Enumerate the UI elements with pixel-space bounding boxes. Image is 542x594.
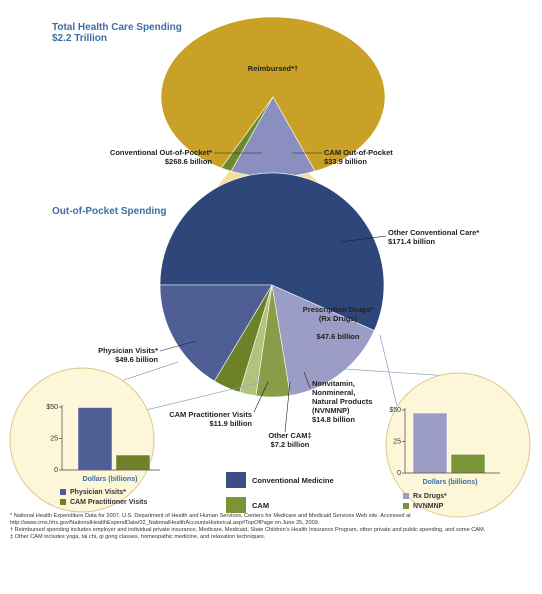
legend-label: CAM xyxy=(252,501,270,510)
slice-label: Reimbursed*† xyxy=(247,64,299,73)
leaders xyxy=(159,152,387,433)
legend-label: Physician Visits* xyxy=(70,489,126,496)
bar-charts: 0 25 $50 Dollars (billions) Physician Visits… xyxy=(46,404,500,510)
legend-swatch xyxy=(403,503,409,509)
legend-swatch xyxy=(226,472,246,488)
slice-label: Nonvitamin, Nonmineral, Natural Products… xyxy=(312,379,373,415)
legend-label: NVNMNP xyxy=(413,503,444,510)
legend-swatch xyxy=(60,489,66,495)
bar xyxy=(115,454,151,471)
chart-title: Total Health Care Spending xyxy=(52,22,182,33)
x-axis-label: Dollars (billions) xyxy=(83,476,138,483)
slice-label: CAM Practitioner Visits xyxy=(169,410,252,419)
chart-subtitle: $2.2 Trillion xyxy=(52,33,108,44)
chart-title: Out-of-Pocket Spending xyxy=(52,206,167,217)
footnotes: * National Health Expenditure Data for 2… xyxy=(10,513,530,541)
value-label: $7.2 billion xyxy=(270,440,310,449)
value-label: $33.9 billion xyxy=(324,157,367,166)
bubble-right xyxy=(385,372,531,518)
footnote: ‡ Other CAM includes yoga, tai chi, qi g… xyxy=(10,534,266,540)
pie-total xyxy=(160,16,386,178)
bar xyxy=(412,412,448,474)
footnote: † Reimbursed spending includes employer … xyxy=(10,527,486,533)
y-tick-label: 0 xyxy=(54,467,58,474)
slice-label: Other Conventional Care* xyxy=(388,228,480,237)
value-label: $14.8 billion xyxy=(312,415,355,424)
pie-slice xyxy=(159,284,273,382)
value-label: $49.6 billion xyxy=(115,355,158,364)
bar xyxy=(450,454,486,474)
value-label: $268.6 billion xyxy=(164,157,212,166)
y-tick-label: 25 xyxy=(393,438,401,445)
slice-label: Physician Visits* xyxy=(98,346,158,355)
x-axis-label: Dollars (billions) xyxy=(423,479,478,486)
bar xyxy=(77,407,113,471)
slice-label: Prescription Drugs* (Rx Drugs) xyxy=(302,305,374,323)
slice-label: CAM Out-of-Pocket xyxy=(324,148,393,157)
legend-label: CAM Practitioner Visits xyxy=(70,499,147,506)
value-label: $11.9 billion xyxy=(209,419,252,428)
value-label: $47.6 billion xyxy=(316,332,360,341)
pie-out-of-pocket xyxy=(159,172,385,398)
y-tick-label: 25 xyxy=(50,435,58,442)
legend-swatch xyxy=(226,497,246,513)
legend-swatch xyxy=(60,499,66,505)
slice-label: Conventional Out-of-Pocket* xyxy=(109,148,212,157)
pie-slice xyxy=(271,284,375,396)
pie-slice xyxy=(159,172,385,331)
legend-swatch xyxy=(403,493,409,499)
y-tick-label: $50 xyxy=(389,407,401,414)
y-tick-label: 0 xyxy=(397,470,401,477)
value-label: $171.4 billion xyxy=(388,237,436,246)
legend-label: Rx Drugs* xyxy=(413,493,447,500)
pie-slice xyxy=(220,96,274,172)
pie-slice xyxy=(160,16,386,172)
legend-label: Conventional Medicine xyxy=(252,476,334,485)
slice-label: Other CAM‡ xyxy=(268,431,312,440)
y-tick-label: $50 xyxy=(46,404,58,411)
footnote: * National Health Expenditure Data for 2… xyxy=(10,513,411,526)
